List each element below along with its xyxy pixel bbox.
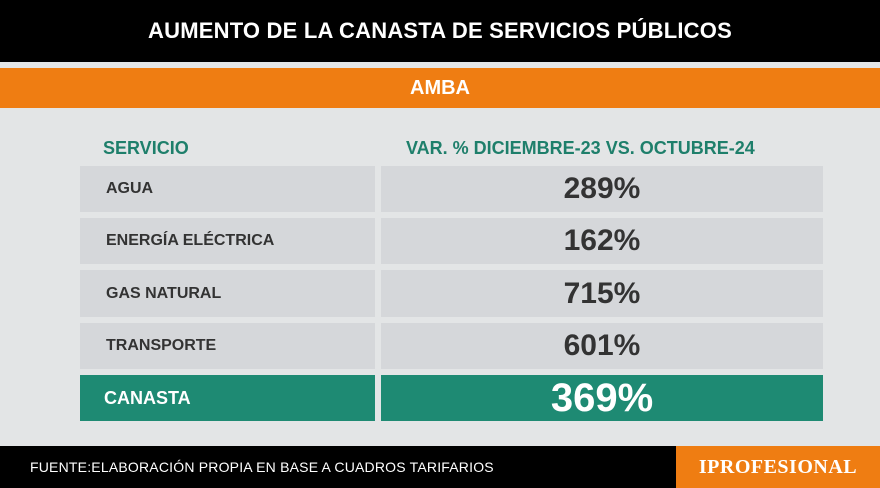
- service-name: GAS NATURAL: [80, 270, 375, 317]
- total-label: CANASTA: [80, 375, 375, 421]
- total-value: 369%: [381, 375, 823, 421]
- variation-value: 289%: [381, 166, 823, 212]
- region-subtitle: AMBA: [0, 68, 880, 108]
- column-header-variation: VAR. % DICIEMBRE-23 VS. OCTUBRE-24: [406, 138, 755, 158]
- service-name: TRANSPORTE: [80, 323, 375, 369]
- page-title: AUMENTO DE LA CANASTA DE SERVICIOS PÚBLI…: [0, 0, 880, 62]
- variation-value: 601%: [381, 323, 823, 369]
- source-note: FUENTE:ELABORACIÓN PROPIA EN BASE A CUAD…: [30, 459, 494, 475]
- service-name: ENERGÍA ELÉCTRICA: [80, 218, 375, 264]
- service-name: AGUA: [80, 166, 375, 212]
- variation-value: 162%: [381, 218, 823, 264]
- brand-logo: IPROFESIONAL: [676, 446, 880, 488]
- variation-value: 715%: [381, 270, 823, 317]
- column-header-service: SERVICIO: [103, 138, 189, 158]
